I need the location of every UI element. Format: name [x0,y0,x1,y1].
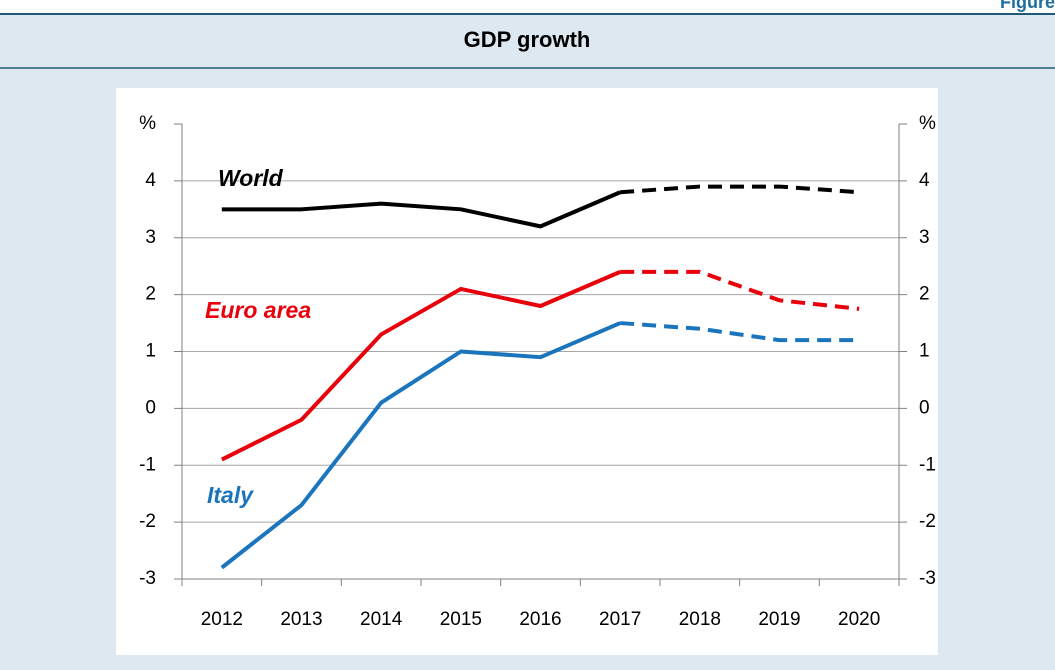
y2-tick-label: 2 [919,284,930,305]
y2-tick-label: -1 [919,454,936,475]
x-tick-label: 2018 [679,609,721,630]
x-tick-label: 2014 [360,609,403,630]
figure-label: Figure [1000,0,1055,12]
series-line [221,190,621,229]
y2-tick-label: 1 [919,341,930,362]
y2-tick-label: -3 [919,568,936,589]
y-tick-label: -2 [139,511,156,532]
series-line [220,321,621,570]
series-line-dashed [620,269,860,311]
x-tick-label: 2012 [201,609,243,630]
series-line [220,270,621,462]
chart-title: GDP growth [464,27,591,52]
series-label: Euro area [205,297,311,323]
top-strip [0,0,1055,14]
chart-panel [116,88,938,655]
y-tick-label: % [139,113,156,134]
y2-tick-label: -2 [919,511,936,532]
y-tick-label: 4 [145,170,156,191]
x-tick-label: 2015 [440,609,482,630]
y-tick-label: -3 [139,568,156,589]
y-tick-label: 1 [145,341,156,362]
y2-tick-label: 4 [919,170,930,191]
y2-tick-label: % [919,113,936,134]
y-tick-label: 3 [145,227,156,248]
y-tick-label: 2 [145,284,156,305]
x-tick-label: 2013 [280,609,322,630]
y2-tick-label: 0 [919,397,930,418]
x-tick-label: 2020 [838,609,880,630]
x-tick-label: 2019 [758,609,800,630]
series-line-dashed [620,184,860,195]
series-line-dashed [620,321,860,343]
y2-tick-label: 3 [919,227,930,248]
y-tick-label: 0 [145,397,156,418]
y-tick-label: -1 [139,454,156,475]
series-label: World [218,165,284,191]
x-tick-label: 2016 [519,609,561,630]
series-label: Italy [207,482,254,508]
x-tick-label: 2017 [599,609,641,630]
